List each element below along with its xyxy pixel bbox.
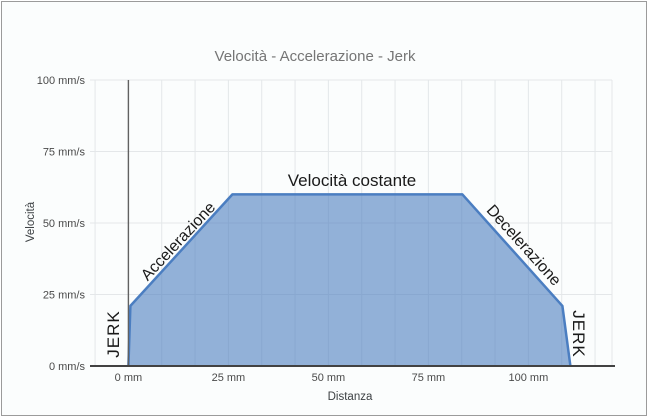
y-tick-label: 75 mm/s [43, 147, 86, 159]
x-axis-title: Distanza [327, 391, 373, 403]
y-axis-title: Velocità [25, 201, 37, 243]
velocity-line [127, 193, 572, 367]
axis-lines [90, 80, 615, 367]
annotation-velocita-costante: Velocità costante [287, 171, 417, 190]
x-tick-label: 75 mm [412, 372, 446, 384]
annotation-jerk-start: JERK [104, 310, 123, 358]
x-tick-labels: 0 mm 25 mm 50 mm 75 mm 100 mm [115, 372, 549, 384]
y-tick-label: 100 mm/s [37, 75, 86, 87]
x-tick-label: 50 mm [312, 372, 346, 384]
x-tick-label: 100 mm [509, 372, 549, 384]
chart-title: Velocità - Accelerazione - Jerk [214, 48, 416, 65]
y-tick-label: 0 mm/s [49, 361, 86, 373]
velocity-area-fill [128, 194, 571, 366]
x-tick-label: 0 mm [115, 372, 143, 384]
y-tick-labels: 0 mm/s 25 mm/s 50 mm/s 75 mm/s 100 mm/s [37, 75, 86, 373]
y-tick-label: 50 mm/s [43, 218, 86, 230]
annotation-jerk-end: JERK [569, 310, 588, 358]
y-tick-label: 25 mm/s [43, 290, 86, 302]
x-tick-label: 25 mm [212, 372, 246, 384]
